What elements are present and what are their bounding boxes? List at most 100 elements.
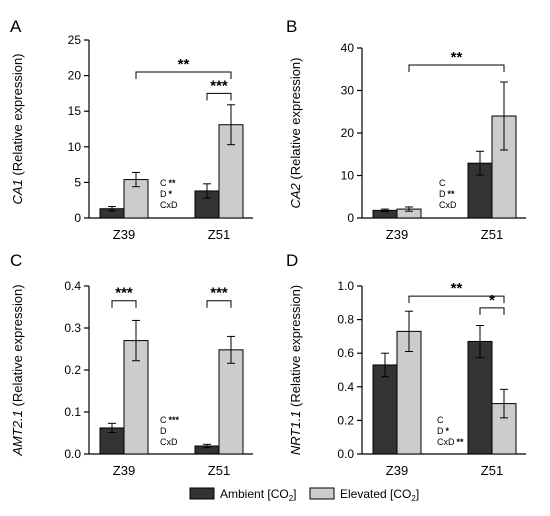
significance-bracket (111, 300, 137, 308)
y-tick-label: 0.4 (64, 279, 81, 293)
y-tick-label: 30 (341, 84, 355, 98)
significance-label: ** (178, 56, 190, 73)
factor-name: CxD (437, 437, 455, 447)
y-axis-label: AMT2.1 (Relative expression) (10, 284, 25, 456)
y-tick-label: 0.3 (64, 321, 81, 335)
legend-label-sub: 2 (289, 494, 294, 503)
factor-stat: CxD ** (437, 437, 464, 447)
y-axis-gene: AMT2.1 (10, 410, 25, 457)
y-tick-label: 15 (68, 104, 82, 118)
significance-bracket (479, 307, 505, 315)
x-tick-label: Z51 (481, 463, 503, 478)
factor-sig: * (169, 189, 173, 199)
x-tick-label: Z51 (208, 227, 230, 242)
factor-stat: D (160, 426, 167, 436)
factor-name: C (437, 415, 444, 425)
legend-label: Ambient [CO2] (220, 487, 297, 503)
y-tick-label: 0.4 (337, 380, 354, 394)
factor-name: D (437, 426, 444, 436)
y-axis-label: CA2 (Relative expression) (288, 57, 303, 208)
factor-stat: CxD (160, 200, 178, 210)
significance-bracket (206, 300, 232, 308)
significance-bracket (408, 64, 505, 72)
y-tick-label: 10 (68, 140, 82, 154)
factor-sig: *** (169, 415, 180, 425)
x-tick-label: Z39 (113, 463, 135, 478)
y-tick-label: 0.2 (64, 363, 81, 377)
legend-label-sub: 2 (411, 494, 416, 503)
factor-stat: D ** (439, 189, 455, 199)
y-tick-label: 0.6 (337, 346, 354, 360)
x-tick-label: Z39 (113, 227, 135, 242)
factor-name: D (160, 189, 167, 199)
y-tick-label: 0 (347, 211, 354, 225)
factor-stat: D * (437, 426, 450, 436)
legend-label-tail: ] (416, 487, 419, 501)
legend-label: Elevated [CO2] (340, 487, 419, 503)
significance-label: *** (210, 77, 228, 94)
panel-letter: D (286, 251, 298, 270)
panel-letter: C (10, 251, 22, 270)
y-tick-label: 0 (74, 211, 81, 225)
significance-label: * (489, 292, 495, 309)
legend-swatch (309, 487, 335, 500)
factor-sig: ** (448, 189, 456, 199)
factor-name: CxD (160, 200, 178, 210)
y-axis-unit: (Relative expression) (288, 57, 303, 183)
significance-bracket (206, 92, 232, 101)
y-tick-label: 10 (341, 169, 355, 183)
panel-a: A CA1 (Relative expression) 0 5 10 15 20 25 Z39 Z… (10, 17, 253, 242)
factor-stat: C (439, 178, 446, 188)
y-tick-label: 0.8 (337, 313, 354, 327)
legend-label-tail: ] (293, 487, 296, 501)
significance-label: *** (210, 285, 228, 302)
x-tick-label: Z51 (208, 463, 230, 478)
y-axis-unit: (Relative expression) (10, 53, 25, 179)
significance-bracket (135, 71, 232, 80)
legend-swatch (189, 487, 215, 500)
y-tick-label: 20 (68, 69, 82, 83)
factor-name: C (160, 178, 167, 188)
factor-sig: ** (457, 437, 465, 447)
y-tick-label: 0.0 (337, 447, 354, 461)
panel-c: C AMT2.1 (Relative expression) 0.0 0.1 0.2 0.… (10, 251, 253, 478)
y-axis-unit: (Relative expression) (288, 285, 303, 411)
bar (396, 330, 422, 455)
y-axis-unit: (Relative expression) (10, 284, 25, 410)
panel-letter: A (10, 17, 22, 36)
legend-item: Ambient [CO2] (189, 487, 297, 503)
y-tick-label: 5 (74, 175, 81, 189)
x-tick-label: Z39 (386, 227, 408, 242)
factor-stat: CxD (439, 200, 457, 210)
legend: Ambient [CO2] Elevated [CO2] (189, 487, 419, 503)
factor-sig: ** (169, 178, 177, 188)
factor-stat: D * (160, 189, 173, 199)
y-tick-label: 0.0 (64, 447, 81, 461)
significance-label: ** (451, 280, 463, 297)
significance-label: ** (451, 49, 463, 66)
x-tick-label: Z39 (386, 463, 408, 478)
y-axis-gene: CA2 (288, 182, 303, 208)
y-tick-label: 0.1 (64, 405, 81, 419)
bar (218, 349, 244, 455)
legend-label-main: Elevated [CO (340, 487, 411, 501)
factor-stat: C *** (160, 415, 180, 425)
factor-stat: CxD (160, 437, 178, 447)
y-tick-label: 40 (341, 41, 355, 55)
y-tick-label: 20 (341, 126, 355, 140)
y-axis-label: CA1 (Relative expression) (10, 53, 25, 204)
factor-stat: C ** (160, 178, 176, 188)
y-axis-gene: CA1 (10, 179, 25, 204)
y-tick-label: 1.0 (337, 279, 354, 293)
panel-d: D NRT1.1 (Relative expression) 0.0 0.2 0.4 0.… (286, 251, 526, 478)
panel-b: B CA2 (Relative expression) 0 10 20 30 40 Z39 Z5… (286, 17, 526, 242)
bar (372, 364, 398, 455)
y-axis-gene: NRT1.1 (288, 411, 303, 456)
y-axis-label: NRT1.1 (Relative expression) (288, 285, 303, 455)
factor-name: D (160, 426, 167, 436)
x-tick-label: Z51 (481, 227, 503, 242)
factor-stat: C (437, 415, 444, 425)
factor-name: C (160, 415, 167, 425)
factor-name: CxD (160, 437, 178, 447)
